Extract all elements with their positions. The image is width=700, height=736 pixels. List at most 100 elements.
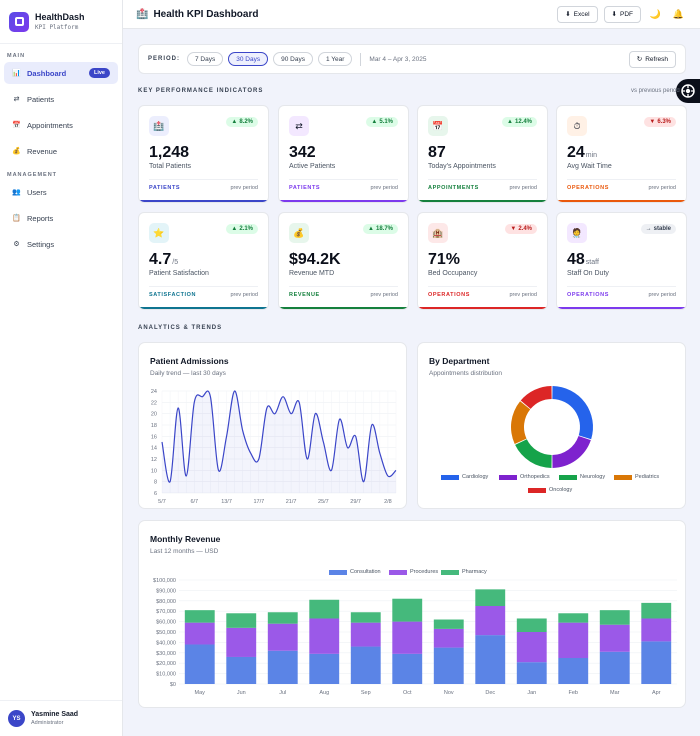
- kpi-card[interactable]: ⭐ ▲ 2.1% 4.7/5 Patient Satisfaction SATISFACT…: [138, 212, 269, 310]
- bar-consultation-oct[interactable]: [392, 653, 423, 684]
- y-tick-label: 24: [151, 389, 157, 395]
- sidebar-item-dashboard[interactable]: 📊 Dashboard Live: [4, 62, 118, 84]
- kpi-card[interactable]: 🏨 ▼ 2.4% 71% Bed Occupancy OPERATIONS prev per…: [417, 212, 548, 310]
- kpi-prev-period: prev period: [370, 185, 398, 191]
- y-tick-label: 16: [151, 434, 157, 440]
- admissions-panel: Patient Admissions Daily trend — last 30…: [138, 342, 407, 509]
- period-option-90-days[interactable]: 90 Days: [273, 52, 313, 66]
- bar-consultation-apr[interactable]: [641, 641, 672, 684]
- kpi-card[interactable]: ⇄ ▲ 5.1% 342 Active Patients PATIENTS prev per…: [278, 105, 409, 203]
- bar-consultation-nov[interactable]: [433, 647, 464, 684]
- bar-procedures-apr[interactable]: [641, 618, 672, 642]
- bar-pharmacy-jan[interactable]: [516, 618, 547, 632]
- legend-swatch: [559, 474, 577, 480]
- donut-slice-cardiology[interactable]: [552, 386, 593, 440]
- legend-label: Orthopedics: [520, 474, 550, 480]
- user-profile[interactable]: YS Yasmine Saad Administrator: [0, 700, 122, 736]
- calendar-icon: 📅: [428, 116, 448, 136]
- legend-item[interactable]: Orthopedics: [499, 474, 550, 480]
- bar-pharmacy-feb[interactable]: [558, 613, 589, 623]
- bar-procedures-jun[interactable]: [226, 627, 257, 657]
- assistant-icon[interactable]: [676, 79, 700, 103]
- legend-item[interactable]: Pharmacy: [441, 569, 487, 575]
- bar-consultation-mar[interactable]: [599, 651, 630, 684]
- bar-procedures-sep[interactable]: [350, 622, 381, 647]
- bar-procedures-may[interactable]: [184, 622, 215, 645]
- bar-procedures-mar[interactable]: [599, 624, 630, 652]
- kpi-card[interactable]: 🧑‍⚕️ → stable 48staff Staff On Duty OPERATION…: [556, 212, 687, 310]
- sidebar-item-patients[interactable]: ⇄ Patients: [4, 88, 118, 110]
- bar-procedures-dec[interactable]: [475, 606, 506, 636]
- bar-pharmacy-jun[interactable]: [226, 613, 257, 628]
- bar-procedures-nov[interactable]: [433, 628, 464, 648]
- bar-consultation-aug[interactable]: [309, 653, 340, 684]
- kpi-prev-period: prev period: [648, 185, 676, 191]
- bar-pharmacy-sep[interactable]: [350, 612, 381, 623]
- bar-procedures-jan[interactable]: [516, 632, 547, 663]
- brand[interactable]: HealthDash KPI Platform: [0, 0, 122, 44]
- bar-pharmacy-oct[interactable]: [392, 598, 423, 622]
- kpi-value: 4.7: [149, 251, 172, 268]
- export-pdf-button[interactable]: ⬇ PDF: [603, 5, 641, 23]
- legend-item[interactable]: Oncology: [528, 487, 572, 493]
- moon-icon[interactable]: 🌙: [649, 8, 662, 19]
- kpi-accent-bar: [557, 307, 686, 309]
- bar-procedures-jul[interactable]: [267, 623, 298, 651]
- refresh-button[interactable]: ↻ Refresh: [628, 50, 676, 68]
- bar-pharmacy-apr[interactable]: [641, 602, 672, 619]
- x-tick-label: Sep: [361, 690, 371, 696]
- bar-pharmacy-aug[interactable]: [309, 599, 340, 619]
- sidebar-item-settings[interactable]: ⚙ Settings: [4, 233, 118, 255]
- bar-consultation-dec[interactable]: [475, 635, 506, 684]
- user-name: Yasmine Saad: [31, 711, 79, 718]
- donut-slice-oncology[interactable]: [520, 386, 552, 409]
- bar-consultation-jan[interactable]: [516, 662, 547, 684]
- period-option-7-days[interactable]: 7 Days: [187, 52, 224, 66]
- legend-item[interactable]: Procedures: [389, 569, 438, 575]
- divider: [567, 179, 676, 180]
- legend-item[interactable]: Pediatrics: [614, 474, 659, 480]
- bell-icon[interactable]: 🔔: [672, 8, 685, 19]
- bar-pharmacy-mar[interactable]: [599, 610, 630, 625]
- department-donut-chart: [511, 386, 593, 468]
- divider: [149, 179, 258, 180]
- bar-consultation-sep[interactable]: [350, 646, 381, 684]
- legend-item[interactable]: Cardiology: [441, 474, 488, 480]
- bar-consultation-jul[interactable]: [267, 650, 298, 684]
- bar-pharmacy-jul[interactable]: [267, 612, 298, 624]
- bar-procedures-aug[interactable]: [309, 618, 340, 654]
- donut-slice-pediatrics[interactable]: [511, 401, 531, 445]
- hospital-icon: 🏥: [149, 116, 169, 136]
- bar-consultation-may[interactable]: [184, 644, 215, 684]
- top-header: 🏥 Health KPI Dashboard ⬇ Excel ⬇ PDF 🌙 🔔: [123, 0, 700, 29]
- kpi-card[interactable]: 💰 ▲ 18.7% $94.2K Revenue MTD REVENUE prev peri…: [278, 212, 409, 310]
- legend-swatch: [499, 474, 517, 480]
- kpi-unit: /5: [172, 259, 179, 266]
- sidebar-item-reports[interactable]: 📋 Reports: [4, 207, 118, 229]
- sidebar-item-users[interactable]: 👥 Users: [4, 181, 118, 203]
- kpi-card[interactable]: 📅 ▲ 12.4% 87 Today's Appointments APPOINTMENT…: [417, 105, 548, 203]
- legend-swatch: [614, 474, 632, 480]
- kpi-category: OPERATIONS: [428, 292, 470, 298]
- sidebar-item-label: Appointments: [27, 120, 73, 130]
- kpi-card[interactable]: 🏥 ▲ 8.2% 1,248 Total Patients PATIENTS prev pe…: [138, 105, 269, 203]
- period-option-30-days[interactable]: 30 Days: [228, 52, 269, 66]
- bar-consultation-feb[interactable]: [558, 658, 589, 684]
- bar-pharmacy-may[interactable]: [184, 610, 215, 623]
- legend-item[interactable]: Consultation: [329, 569, 381, 575]
- sidebar-item-appointments[interactable]: 📅 Appointments: [4, 114, 118, 136]
- export-excel-button[interactable]: ⬇ Excel: [557, 5, 598, 23]
- calendar-icon: 📅: [12, 122, 21, 129]
- sidebar-item-revenue[interactable]: 💰 Revenue: [4, 140, 118, 162]
- donut-slice-neurology[interactable]: [515, 439, 552, 468]
- kpi-card[interactable]: ⏱ ▼ 6.3% 24min Avg Wait Time OPERATIONS prev p…: [556, 105, 687, 203]
- sidebar-nav: MAIN 📊 Dashboard Live ⇄ Patients 📅 Appointments…: [0, 53, 122, 255]
- bar-procedures-oct[interactable]: [392, 621, 423, 654]
- bar-procedures-feb[interactable]: [558, 622, 589, 658]
- legend-item[interactable]: Neurology: [559, 474, 605, 480]
- donut-slice-orthopedics[interactable]: [552, 435, 591, 468]
- bar-consultation-jun[interactable]: [226, 656, 257, 684]
- period-option-1-year[interactable]: 1 Year: [317, 52, 353, 66]
- bar-pharmacy-nov[interactable]: [433, 619, 464, 629]
- bar-pharmacy-dec[interactable]: [475, 589, 506, 606]
